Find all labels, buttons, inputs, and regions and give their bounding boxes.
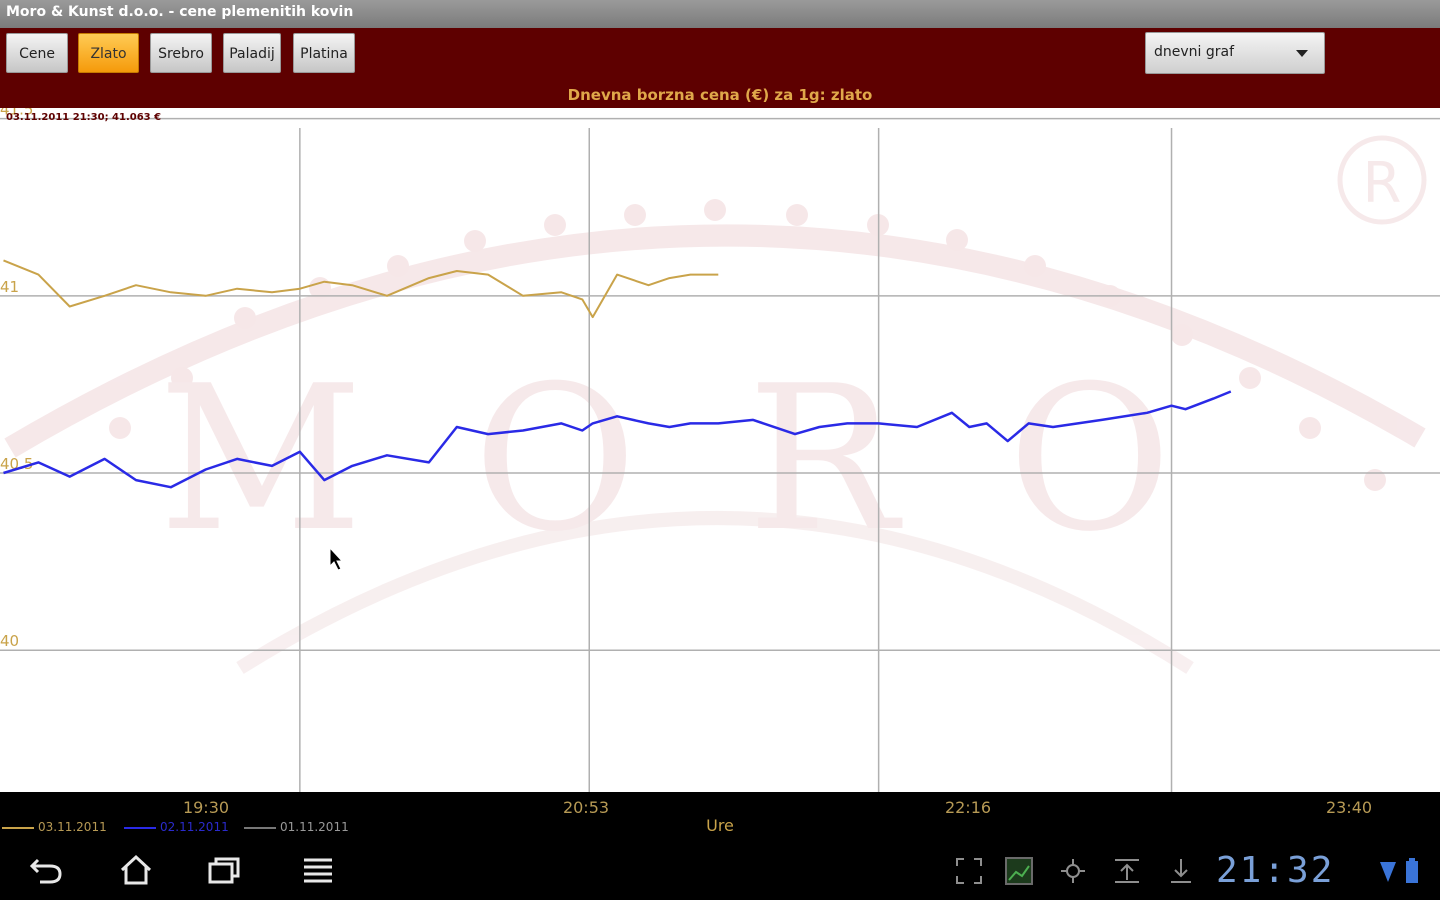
recent-apps-icon[interactable] (206, 854, 242, 886)
dropdown-arrow-icon (1296, 50, 1308, 57)
y-tick-label: 40.5 (0, 455, 33, 473)
legend-item-series-1: 03.11.2011 (2, 820, 107, 834)
x-axis-bar: 19:30 20:53 22:16 23:40 Ure 03.11.2011 0… (0, 792, 1440, 840)
x-tick-label: 19:30 (182, 798, 230, 817)
x-tick-label: 20:53 (562, 798, 610, 817)
chart-series (3, 259, 1232, 489)
toolbar: Cene Zlato Srebro Paladij Platina dnevni… (0, 28, 1440, 82)
upload-icon[interactable] (1112, 856, 1142, 886)
tab-paladij[interactable]: Paladij (223, 33, 281, 73)
chart-period-dropdown[interactable]: dnevni graf (1145, 32, 1325, 74)
y-tick-label: 40 (0, 632, 19, 650)
wifi-icon (1380, 862, 1396, 882)
chart-gridlines (0, 117, 1440, 792)
legend-label: 02.11.2011 (160, 820, 229, 834)
watermark-text: MORO (158, 343, 1281, 576)
mouse-cursor-icon (329, 546, 344, 571)
chart-title: Dnevna borzna cena (€) za 1g: zlato (567, 86, 873, 104)
legend-item-series-2: 02.11.2011 (124, 820, 229, 834)
dropdown-selected-value: dnevni graf (1154, 44, 1235, 60)
battery-icon (1406, 858, 1418, 883)
x-tick-label: 23:40 (1325, 798, 1373, 817)
price-readout: 03.11.2011 21:30; 41.063 € (6, 112, 162, 123)
y-axis-labels: 40 40.5 41 41.5 (0, 108, 33, 650)
x-axis-title: Ure (706, 816, 734, 835)
app-notification-icon[interactable] (1004, 856, 1034, 886)
menu-icon[interactable] (300, 854, 336, 886)
y-tick-label: 41 (0, 278, 19, 296)
chart-header: Dnevna borzna cena (€) za 1g: zlato (0, 82, 1440, 108)
price-chart[interactable]: MORO R 40 40.5 41 41.5 (0, 108, 1440, 792)
legend-swatch (124, 826, 156, 829)
back-icon[interactable] (28, 854, 64, 886)
window-title-bar: Moro & Kunst d.o.o. - cene plemenitih ko… (0, 0, 1440, 28)
series-line-2 (3, 390, 1232, 489)
x-tick-label: 22:16 (944, 798, 992, 817)
download-icon[interactable] (1166, 856, 1196, 886)
y-tick-label: 41.5 (0, 108, 33, 119)
fullscreen-icon[interactable] (954, 856, 984, 886)
tab-platina[interactable]: Platina (293, 33, 355, 73)
tab-zlato[interactable]: Zlato (78, 33, 139, 73)
legend-swatch (2, 826, 34, 829)
legend-label: 03.11.2011 (38, 820, 107, 834)
status-clock: 21:32 (1216, 850, 1335, 891)
home-icon[interactable] (118, 854, 154, 886)
legend-swatch (244, 826, 276, 829)
legend-item-series-3: 01.11.2011 (244, 820, 349, 834)
legend-label: 01.11.2011 (280, 820, 349, 834)
moro-watermark: MORO R (4, 135, 1427, 674)
svg-text:R: R (1363, 151, 1402, 216)
tab-srebro[interactable]: Srebro (150, 33, 212, 73)
watermark-dots (109, 199, 1386, 491)
tab-cene[interactable]: Cene (6, 33, 68, 73)
series-line-1 (3, 259, 719, 319)
window-title: Moro & Kunst d.o.o. - cene plemenitih ko… (6, 4, 354, 20)
usb-debug-icon[interactable] (1058, 856, 1088, 886)
system-nav-bar: 21:32 (0, 840, 1440, 900)
